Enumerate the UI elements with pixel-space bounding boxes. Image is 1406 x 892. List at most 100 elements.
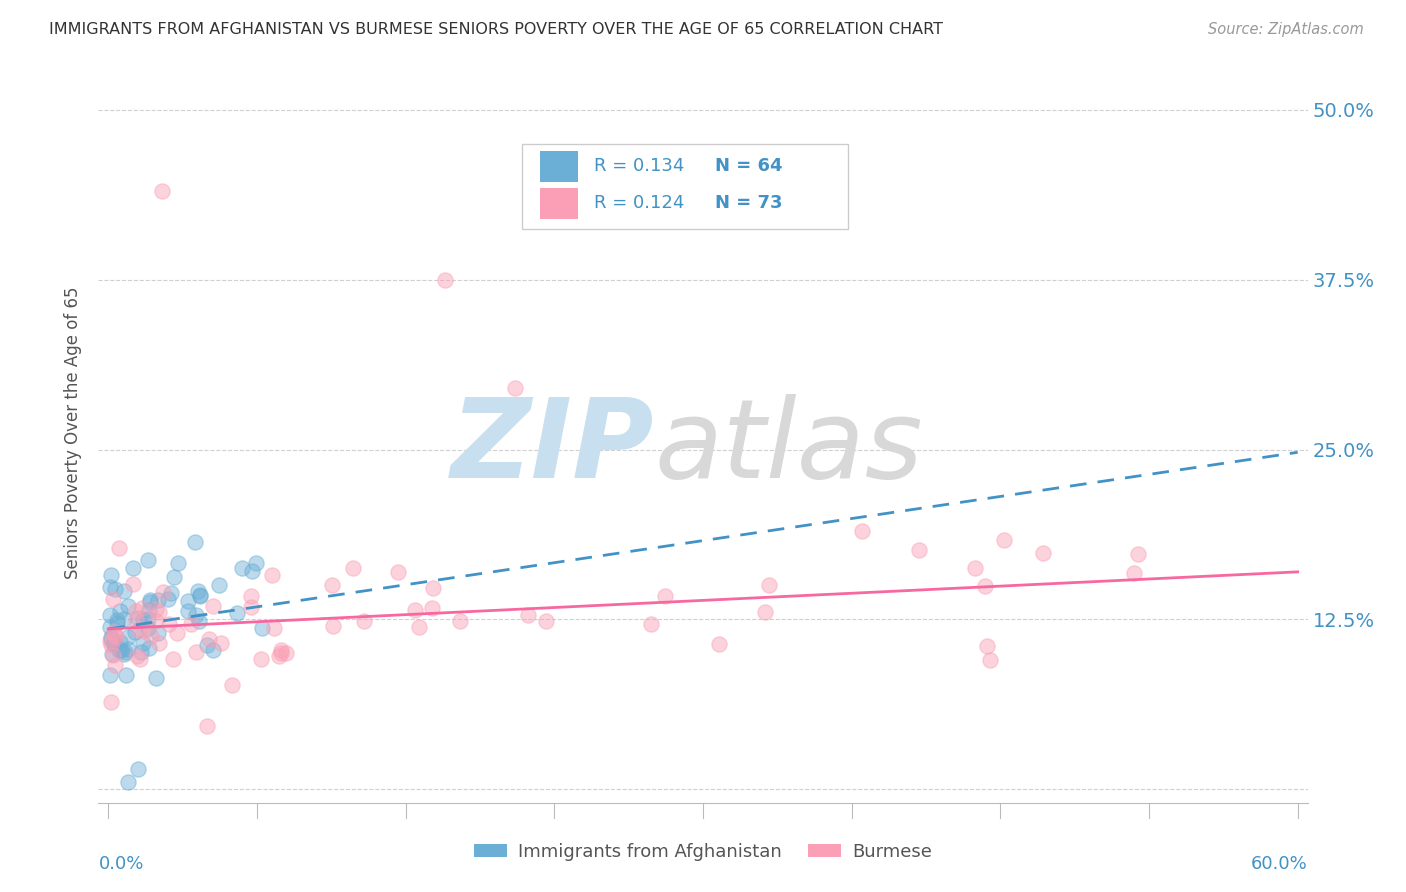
Text: N = 64: N = 64 (716, 157, 783, 175)
Point (127, 623, 149, 637)
Point (98, 620, 121, 634)
Point (127, 762, 149, 776)
Point (146, 625, 169, 640)
Point (387, 565, 409, 579)
Point (127, 649, 149, 664)
Point (98, 634, 121, 648)
Legend: Immigrants from Afghanistan, Burmese: Immigrants from Afghanistan, Burmese (467, 836, 939, 868)
Point (105, 630, 128, 644)
Point (654, 589, 676, 603)
Point (202, 642, 225, 657)
Point (184, 645, 207, 659)
Point (322, 618, 344, 632)
Point (186, 608, 208, 623)
Point (100, 630, 122, 644)
Point (127, 611, 149, 625)
Point (117, 599, 139, 614)
Point (851, 524, 873, 538)
Point (434, 273, 457, 287)
Point (108, 635, 131, 649)
Point (148, 636, 170, 650)
Point (112, 612, 135, 626)
Point (209, 636, 232, 650)
Point (163, 570, 186, 584)
Point (517, 608, 540, 623)
Point (976, 639, 998, 653)
Point (176, 594, 198, 608)
Point (138, 603, 160, 617)
FancyBboxPatch shape (540, 187, 578, 219)
Point (1032, 546, 1054, 560)
Point (250, 621, 273, 635)
Point (103, 624, 125, 639)
Point (101, 648, 124, 663)
Point (449, 614, 471, 628)
Point (103, 637, 125, 651)
Point (1122, 566, 1144, 580)
Point (129, 652, 152, 666)
Y-axis label: Seniors Poverty Over the Age of 65: Seniors Poverty Over the Age of 65 (65, 286, 83, 579)
Text: 60.0%: 60.0% (1251, 855, 1308, 872)
Text: 0.0%: 0.0% (98, 855, 143, 872)
Point (707, 637, 730, 651)
Text: R = 0.134: R = 0.134 (595, 157, 685, 175)
Point (166, 626, 188, 640)
Point (640, 616, 662, 631)
Point (965, 561, 987, 575)
Point (226, 606, 249, 620)
Point (122, 576, 145, 591)
Point (103, 636, 125, 650)
Point (132, 636, 155, 650)
Point (979, 653, 1001, 667)
Point (231, 560, 253, 574)
Point (250, 652, 273, 666)
Point (105, 613, 128, 627)
Point (150, 185, 173, 199)
Point (101, 647, 124, 661)
Text: ZIP: ZIP (451, 394, 655, 501)
Text: R = 0.124: R = 0.124 (595, 194, 685, 212)
Point (536, 614, 558, 628)
Point (197, 638, 219, 652)
Point (269, 648, 291, 663)
FancyBboxPatch shape (522, 144, 848, 229)
Point (201, 599, 224, 613)
Point (408, 620, 430, 634)
Point (98, 607, 121, 622)
Point (274, 646, 297, 660)
Text: atlas: atlas (655, 394, 924, 501)
Point (270, 643, 292, 657)
Point (108, 643, 131, 657)
Point (240, 564, 263, 578)
Point (100, 695, 122, 709)
Point (98, 667, 121, 681)
Point (103, 592, 125, 607)
Point (188, 588, 211, 602)
Point (110, 643, 132, 657)
Point (245, 556, 267, 570)
Point (115, 667, 138, 681)
Point (195, 719, 218, 733)
Point (270, 646, 292, 660)
Point (187, 615, 209, 629)
Point (208, 577, 231, 591)
Point (114, 647, 136, 661)
Point (180, 616, 202, 631)
Point (321, 577, 343, 591)
Point (973, 579, 995, 593)
Point (132, 613, 155, 627)
FancyBboxPatch shape (540, 151, 578, 182)
Point (198, 632, 221, 647)
Point (353, 614, 375, 628)
Point (104, 582, 127, 597)
Point (125, 614, 148, 628)
Point (98, 580, 121, 594)
Point (162, 652, 184, 666)
Point (131, 600, 153, 615)
Point (166, 556, 188, 570)
Point (136, 612, 159, 626)
Point (117, 641, 139, 656)
Text: IMMIGRANTS FROM AFGHANISTAN VS BURMESE SENIORS POVERTY OVER THE AGE OF 65 CORREL: IMMIGRANTS FROM AFGHANISTAN VS BURMESE S… (49, 22, 943, 37)
Point (422, 581, 444, 595)
Point (145, 614, 167, 628)
